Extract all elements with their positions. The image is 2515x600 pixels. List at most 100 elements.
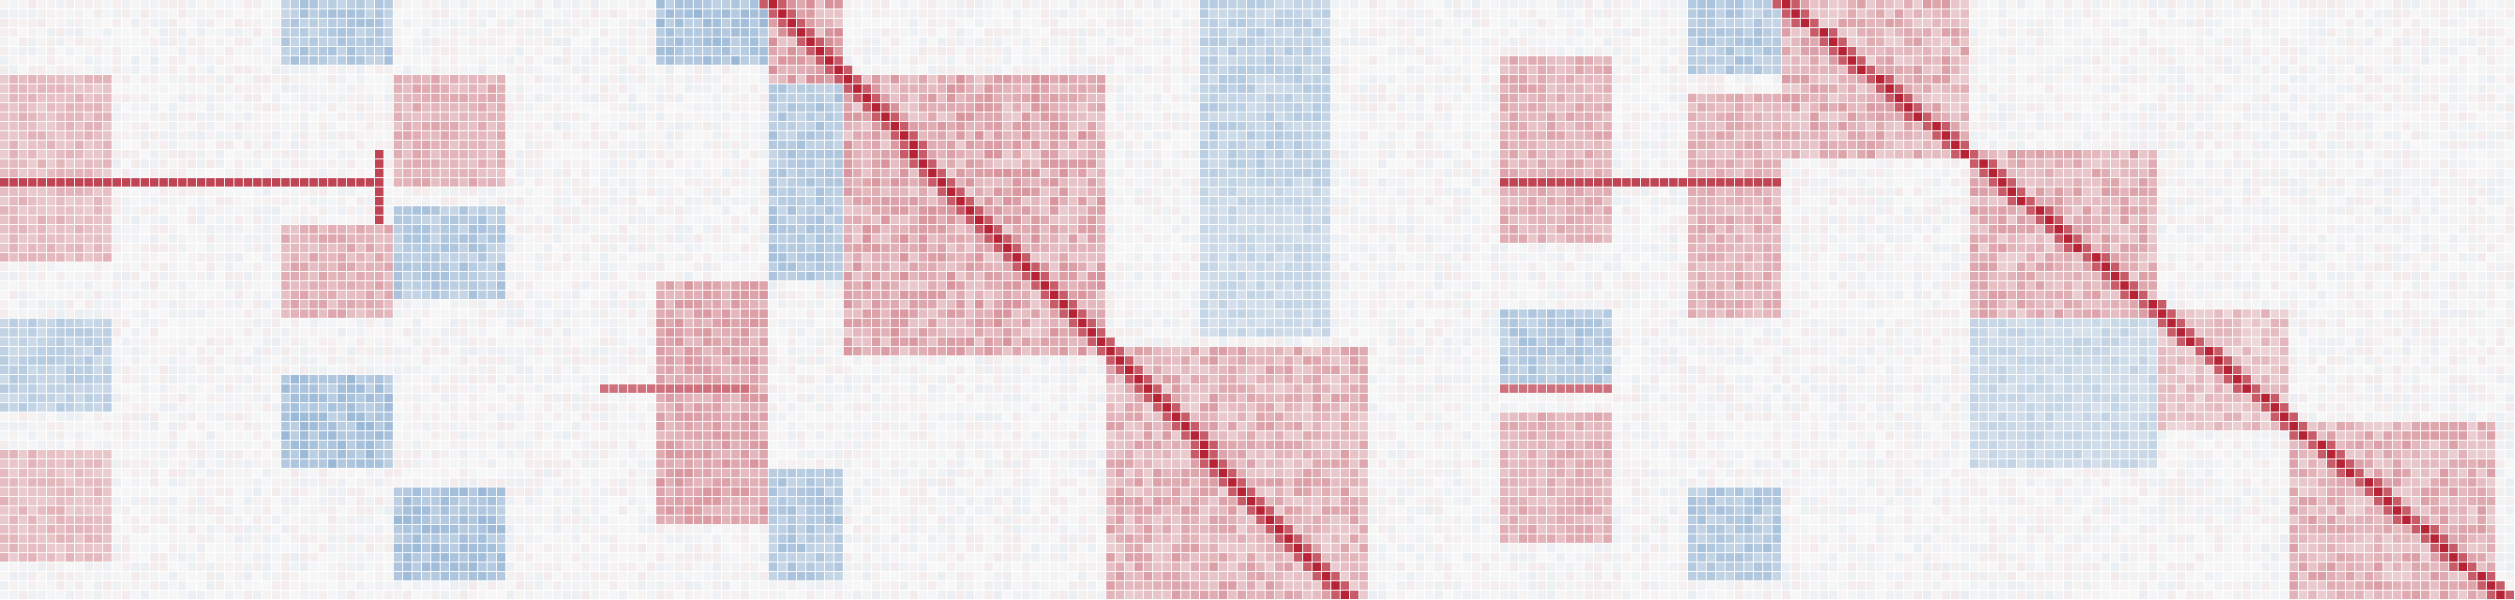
heatmap-left-cell [1115,18,1125,28]
heatmap-left-cell [84,131,93,140]
heatmap-left-cell [46,103,56,112]
heatmap-left-cell [665,121,675,131]
heatmap-left-cell [1425,243,1434,253]
heatmap-left-cell [478,84,487,93]
heatmap-left-cell [778,168,787,178]
heatmap-left-cell [412,215,421,225]
heatmap-left-cell [506,187,515,196]
heatmap-left-cell [1293,234,1303,243]
heatmap-left-cell [206,37,215,46]
heatmap-left-cell [918,112,928,121]
heatmap-left-cell [900,112,909,121]
heatmap-left-cell [628,75,637,84]
heatmap-left-cell [450,37,459,46]
heatmap-left-cell [478,178,487,187]
heatmap-left-cell [656,253,665,262]
heatmap-left-cell [56,290,65,300]
heatmap-left-cell [450,234,459,243]
heatmap-left-cell [346,75,356,84]
heatmap-left-cell [853,131,862,140]
heatmap-left-cell [937,84,946,93]
heatmap-left-cell [1237,0,1246,9]
heatmap-left-cell [300,196,309,206]
heatmap-left-cell [731,271,740,281]
heatmap-left-cell [215,112,225,121]
heatmap-left-cell [1396,281,1406,290]
heatmap-left-cell [356,65,365,75]
heatmap-left-cell [703,215,712,225]
heatmap-left-cell [1275,75,1284,84]
heatmap-left-cell [225,140,234,150]
heatmap-left-cell [384,0,393,9]
heatmap-left-cell [1059,84,1068,93]
heatmap-left-cell [646,234,656,243]
heatmap-left-cell [956,84,965,93]
heatmap-left-cell [1378,159,1387,168]
heatmap-left-cell [421,28,431,37]
heatmap-left-cell [675,159,684,168]
heatmap-left-cell [1059,103,1068,112]
heatmap-left-cell [1425,262,1434,271]
heatmap-left-cell [693,225,703,234]
heatmap-left-cell [1359,271,1368,281]
heatmap-left-cell [750,243,759,253]
heatmap-left-cell [28,131,37,140]
heatmap-left-cell [187,281,196,290]
heatmap-left-cell [1209,28,1218,37]
heatmap-left-cell [121,65,131,75]
heatmap-left-cell [693,46,703,56]
heatmap-left-cell [168,262,178,271]
heatmap-left-cell [0,0,9,9]
heatmap-left-cell [1425,271,1434,281]
heatmap-left-cell [1153,178,1162,187]
heatmap-left-cell [318,243,328,253]
heatmap-left-cell [778,37,787,46]
heatmap-left-cell [487,178,496,187]
heatmap-left-cell [403,121,412,131]
heatmap-left-cell [975,37,984,46]
heatmap-left-cell [1143,121,1153,131]
heatmap-left-cell [834,225,843,234]
heatmap-left-cell [487,215,496,225]
heatmap-left-cell [1134,243,1143,253]
heatmap-left-cell [1012,262,1021,271]
heatmap-left-cell [384,225,393,234]
heatmap-left-cell [478,93,487,103]
heatmap-left-cell [853,281,862,290]
heatmap-left-cell [225,215,234,225]
heatmap-left-cell [431,215,440,225]
heatmap-left-cell [496,84,506,93]
heatmap-left-cell [665,9,675,18]
heatmap-left-cell [1246,18,1256,28]
heatmap-left-cell [1031,75,1040,84]
heatmap-left-cell [159,131,168,140]
heatmap-left-cell [721,159,731,168]
heatmap-left-cell [140,112,150,121]
heatmap-left-cell [84,262,93,271]
heatmap-left-cell [843,121,853,131]
heatmap-left-cell [1293,9,1303,18]
heatmap-left-cell [1125,140,1134,150]
heatmap-left-cell [346,121,356,131]
heatmap-left-cell [346,0,356,9]
heatmap-left-cell [1068,0,1078,9]
heatmap-left-cell [84,103,93,112]
heatmap-left-cell [862,159,871,168]
heatmap-left-cell [703,196,712,206]
heatmap-left-cell [590,75,600,84]
heatmap-left-cell [721,65,731,75]
heatmap-left-cell [796,225,806,234]
heatmap-left-cell [300,253,309,262]
heatmap-left-cell [609,215,618,225]
heatmap-left-cell [1284,281,1293,290]
heatmap-left-cell [796,56,806,65]
heatmap-left-cell [1050,140,1059,150]
heatmap-left-cell [1293,281,1303,290]
heatmap-left-cell [1275,253,1284,262]
heatmap-left-cell [515,187,525,196]
heatmap-left-cell [328,84,337,93]
heatmap-left-cell [1200,75,1209,84]
heatmap-left-cell [262,46,271,56]
heatmap-left-cell [328,140,337,150]
heatmap-left-cell [290,103,300,112]
